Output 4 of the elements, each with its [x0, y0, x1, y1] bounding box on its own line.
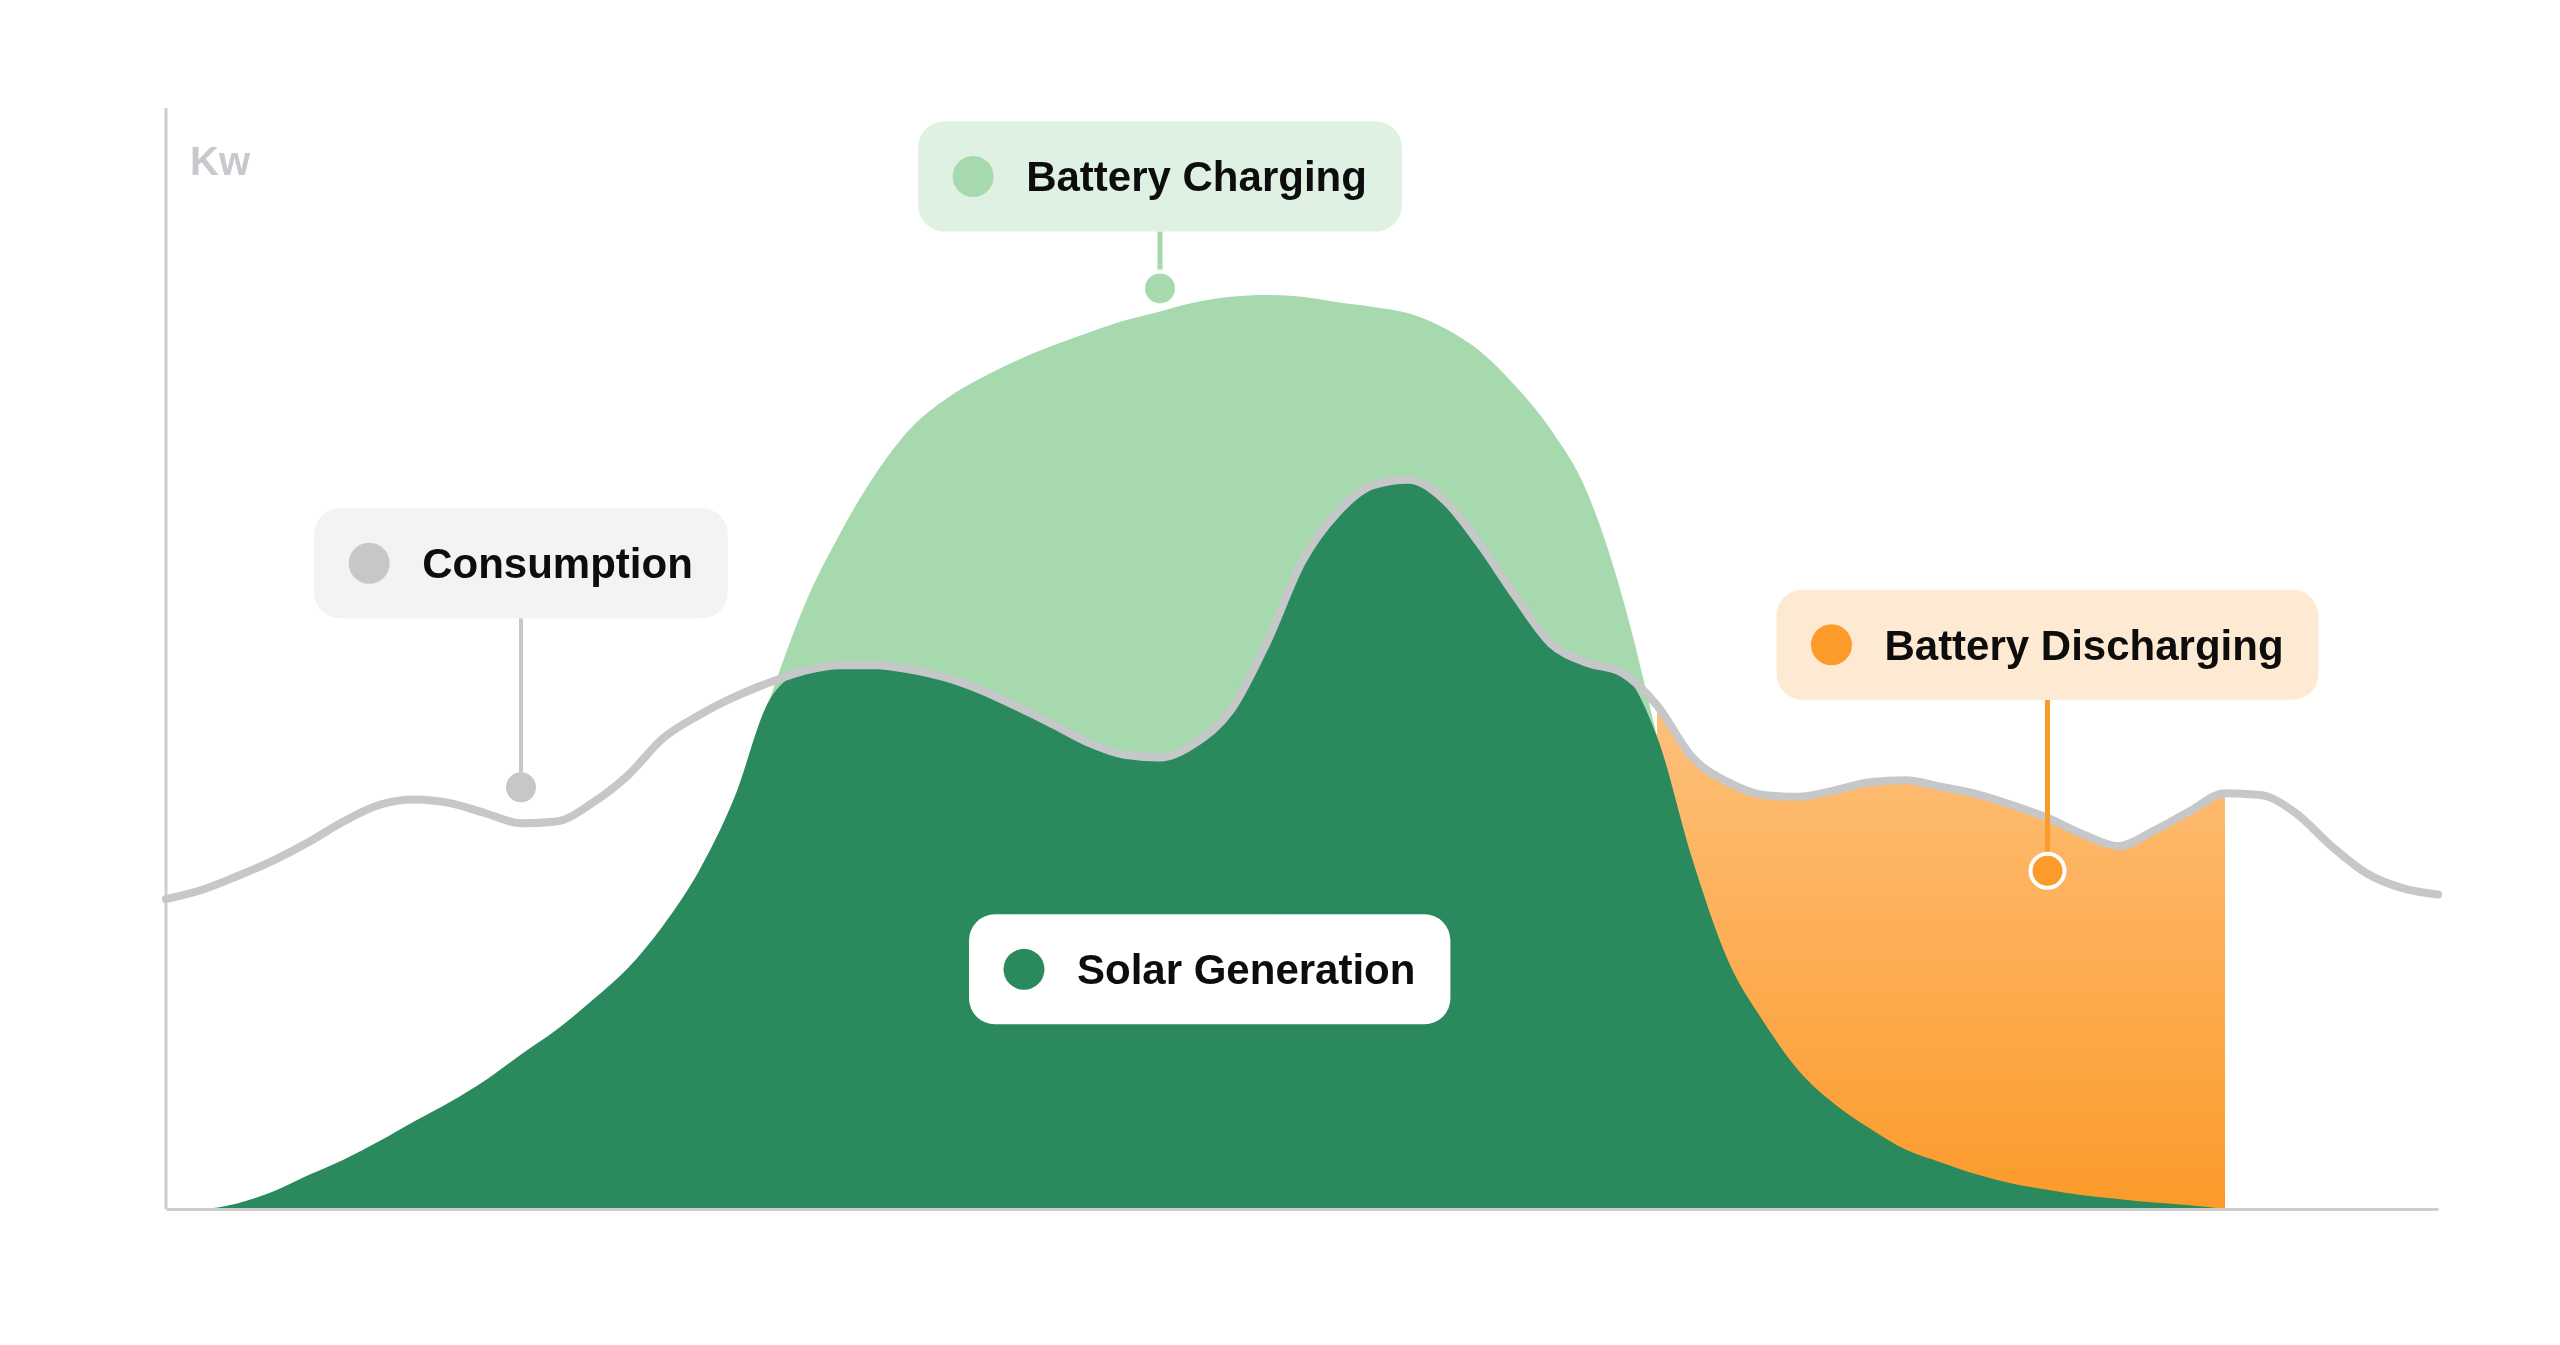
- legend-label: Battery Charging: [1026, 152, 1367, 200]
- legend-label: Battery Discharging: [1884, 621, 2284, 669]
- legend-label: Solar Generation: [1076, 945, 1416, 993]
- legend-label: Consumption: [422, 539, 693, 587]
